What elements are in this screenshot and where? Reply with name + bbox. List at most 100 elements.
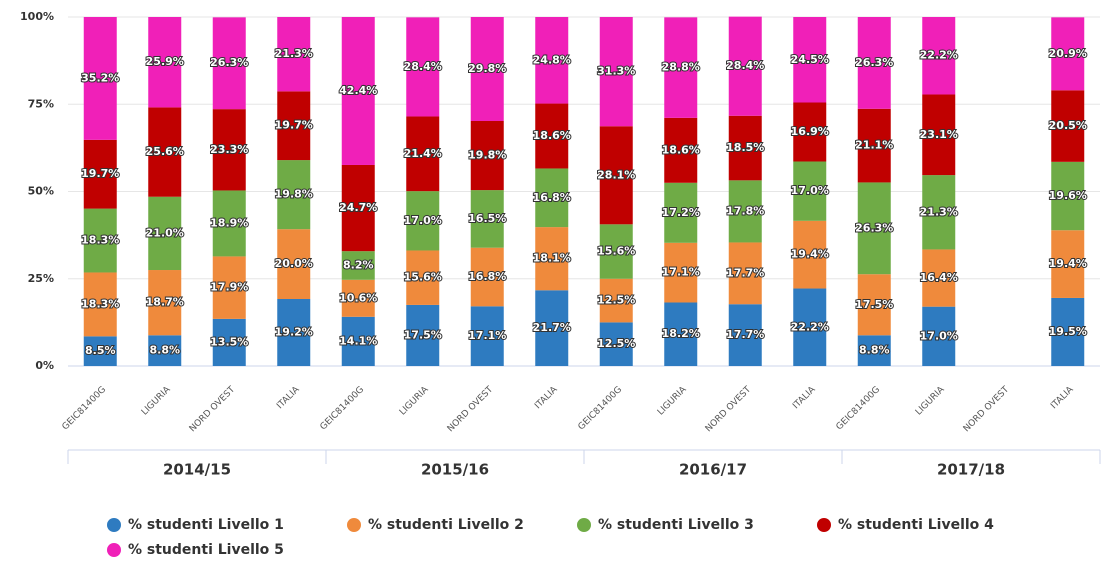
data-label: 21.3% bbox=[920, 205, 958, 218]
data-label: 42.4% bbox=[339, 84, 377, 97]
bar-segment bbox=[793, 220, 827, 289]
data-label: 13.5% bbox=[210, 335, 248, 348]
x-tick-label: NORD OVEST bbox=[446, 384, 496, 434]
data-label: 24.5% bbox=[791, 53, 829, 66]
data-label: 18.7% bbox=[146, 296, 184, 309]
bar-segment bbox=[341, 164, 375, 252]
data-label: 18.3% bbox=[81, 297, 119, 310]
bar-segment bbox=[406, 17, 440, 117]
data-label: 28.1% bbox=[597, 168, 635, 181]
group-label: 2015/16 bbox=[421, 461, 489, 479]
bar-segment bbox=[857, 17, 891, 109]
x-tick-label: ITALIA bbox=[791, 384, 818, 411]
bar-segment bbox=[148, 335, 182, 366]
bar-segment bbox=[535, 17, 569, 104]
data-label: 15.6% bbox=[404, 271, 442, 284]
data-label: 8.8% bbox=[859, 344, 890, 357]
group-label: 2017/18 bbox=[937, 461, 1005, 479]
data-label: 23.1% bbox=[920, 128, 958, 141]
bar-segment bbox=[212, 17, 246, 110]
data-label: 31.3% bbox=[597, 65, 635, 78]
bar-segment bbox=[664, 117, 698, 183]
bar-segment bbox=[664, 242, 698, 303]
legend-label[interactable]: % studenti Livello 4 bbox=[838, 517, 994, 533]
y-tick-label: 25% bbox=[28, 272, 54, 285]
bar-segment bbox=[470, 17, 504, 122]
bar-segment bbox=[922, 306, 956, 366]
bar-segment bbox=[857, 108, 891, 183]
data-label: 19.7% bbox=[81, 167, 119, 180]
bar-segment bbox=[664, 17, 698, 118]
legend-label[interactable]: % studenti Livello 2 bbox=[368, 517, 524, 533]
bar-segment bbox=[277, 17, 311, 92]
x-tick-label: ITALIA bbox=[275, 384, 302, 411]
legend-marker bbox=[817, 518, 831, 532]
bar-segment bbox=[728, 242, 762, 305]
data-label: 28.8% bbox=[662, 61, 700, 74]
y-tick-label: 75% bbox=[28, 97, 54, 110]
data-label: 17.9% bbox=[210, 281, 248, 294]
bar-segment bbox=[599, 126, 633, 225]
legend-marker bbox=[107, 543, 121, 557]
bar-segment bbox=[212, 318, 246, 366]
bar-segment bbox=[406, 116, 440, 192]
data-label: 17.1% bbox=[662, 266, 700, 279]
data-label: 19.8% bbox=[468, 149, 506, 162]
group-label: 2016/17 bbox=[679, 461, 747, 479]
data-label: 23.3% bbox=[210, 143, 248, 156]
bar-segment bbox=[470, 247, 504, 307]
legend-label[interactable]: % studenti Livello 3 bbox=[598, 517, 754, 533]
x-tick-label: LIGURIA bbox=[656, 384, 689, 417]
bar-segment bbox=[406, 304, 440, 366]
bar-segment bbox=[793, 161, 827, 221]
data-label: 18.1% bbox=[533, 252, 571, 265]
bar-segment bbox=[341, 316, 375, 366]
legend-label[interactable]: % studenti Livello 1 bbox=[128, 517, 284, 533]
bar-segment bbox=[599, 322, 633, 366]
bar-segment bbox=[148, 17, 182, 108]
bar-segment bbox=[728, 304, 762, 366]
data-label: 17.0% bbox=[920, 329, 958, 342]
bar-segment bbox=[857, 182, 891, 275]
data-label: 29.8% bbox=[468, 62, 506, 75]
bar-segment bbox=[599, 224, 633, 279]
data-label: 22.2% bbox=[791, 320, 829, 333]
data-label: 24.7% bbox=[339, 201, 377, 214]
data-label: 20.0% bbox=[275, 257, 313, 270]
x-tick-label: NORD OVEST bbox=[962, 384, 1012, 434]
data-label: 26.3% bbox=[855, 221, 893, 234]
bar-segment bbox=[922, 249, 956, 307]
bar-segment bbox=[664, 302, 698, 366]
bar-segment bbox=[341, 251, 375, 280]
bar-segment bbox=[922, 17, 956, 95]
data-label: 19.2% bbox=[275, 325, 313, 338]
bar-segment bbox=[341, 279, 375, 317]
data-label: 16.8% bbox=[533, 191, 571, 204]
data-label: 16.4% bbox=[920, 271, 958, 284]
bar-segment bbox=[212, 109, 246, 191]
data-label: 21.7% bbox=[533, 321, 571, 334]
data-label: 17.2% bbox=[662, 206, 700, 219]
bar-segment bbox=[83, 208, 117, 273]
x-tick-label: ITALIA bbox=[533, 384, 560, 411]
data-label: 17.7% bbox=[726, 266, 764, 279]
data-label: 12.5% bbox=[597, 294, 635, 307]
bar-segment bbox=[857, 335, 891, 366]
bar-segment bbox=[277, 91, 311, 161]
bar-segment bbox=[599, 278, 633, 323]
bar-segment bbox=[83, 139, 117, 209]
data-label: 19.8% bbox=[275, 188, 313, 201]
data-label: 16.5% bbox=[468, 212, 506, 225]
y-tick-label: 0% bbox=[35, 359, 54, 372]
legend-label[interactable]: % studenti Livello 5 bbox=[128, 542, 284, 558]
bar-segment bbox=[664, 182, 698, 243]
bar-segment bbox=[728, 16, 762, 116]
data-label: 18.5% bbox=[726, 141, 764, 154]
data-label: 26.3% bbox=[855, 56, 893, 69]
data-label: 12.5% bbox=[597, 337, 635, 350]
y-tick-label: 50% bbox=[28, 185, 54, 198]
data-label: 16.9% bbox=[791, 125, 829, 138]
bar-segment bbox=[535, 103, 569, 169]
data-label: 28.4% bbox=[404, 60, 442, 73]
legend-marker bbox=[107, 518, 121, 532]
